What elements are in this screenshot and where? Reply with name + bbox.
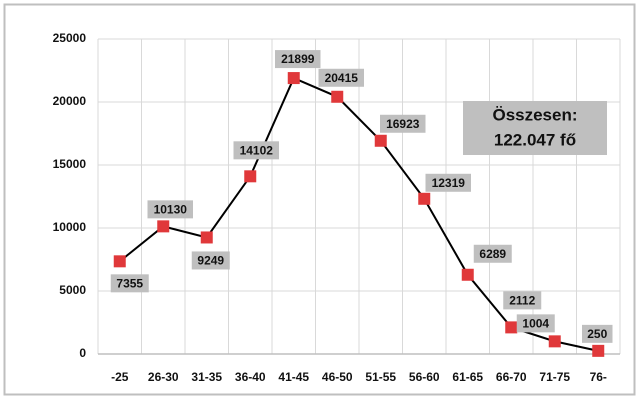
data-label: 20415 [325, 71, 359, 85]
x-tick-label: 46-50 [322, 370, 353, 384]
annotation: Összesen: [492, 105, 577, 124]
marker [548, 335, 561, 348]
x-tick-label: 56-60 [409, 370, 440, 384]
data-label-box [275, 50, 321, 69]
data-label-box [425, 173, 471, 192]
x-tick-label: 76- [590, 370, 607, 384]
data-label-box [473, 244, 512, 263]
data-label-box [503, 291, 542, 310]
marker [592, 344, 605, 357]
data-label: 250 [587, 327, 607, 341]
data-label: 16923 [386, 117, 420, 131]
y-tick-label: 5000 [59, 283, 86, 297]
y-tick-label: 10000 [53, 220, 87, 234]
data-label-box [233, 141, 279, 160]
data-label: 1004 [522, 317, 549, 331]
marker [331, 90, 344, 103]
marker [200, 231, 213, 244]
marker [244, 170, 257, 183]
annotation-box [463, 101, 607, 155]
y-tick-label: 20000 [53, 94, 87, 108]
marker [157, 220, 170, 233]
data-label-box [147, 200, 193, 219]
data-label: 10130 [154, 203, 188, 217]
data-label-box [110, 274, 149, 293]
marker [461, 268, 474, 281]
y-tick-label: 15000 [53, 157, 87, 171]
data-label: 21899 [281, 52, 315, 66]
data-label-box [582, 324, 613, 343]
marker [374, 134, 387, 147]
x-tick-label: 51-55 [365, 370, 396, 384]
data-label-box [191, 251, 230, 270]
y-tick-label: 0 [79, 346, 86, 360]
annotation: 122.047 fő [494, 130, 576, 149]
data-label: 14102 [240, 143, 274, 157]
x-tick-label: 41-45 [278, 370, 309, 384]
x-tick-label: 66-70 [496, 370, 527, 384]
marker [113, 255, 126, 268]
data-label: 12319 [432, 176, 466, 190]
x-tick-label: 26-30 [148, 370, 179, 384]
data-label-box [380, 114, 426, 133]
x-tick-label: 36-40 [235, 370, 266, 384]
marker [505, 321, 518, 334]
x-tick-label: 31-35 [191, 370, 222, 384]
data-label: 7355 [116, 276, 143, 290]
data-label: 9249 [197, 254, 224, 268]
marker [418, 192, 431, 205]
marker [287, 72, 300, 85]
y-tick-label: 25000 [53, 31, 87, 45]
data-label-box [318, 68, 364, 87]
x-tick-label: 71-75 [539, 370, 570, 384]
data-label: 6289 [479, 247, 506, 261]
data-label-box [516, 314, 555, 333]
x-tick-label: 61-65 [452, 370, 483, 384]
x-tick-label: -25 [111, 370, 129, 384]
data-label: 2112 [509, 294, 535, 308]
